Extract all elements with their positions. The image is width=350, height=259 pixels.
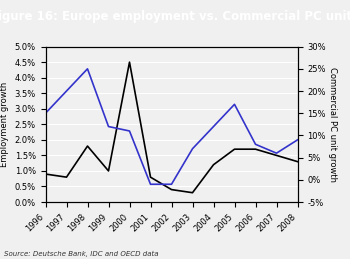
Employment xyxy=(253,148,258,151)
Commercial PC unit growth xyxy=(190,147,195,150)
Line: Commercial PC unit growth: Commercial PC unit growth xyxy=(46,69,298,184)
Employment xyxy=(127,61,132,64)
Text: Figure 16: Europe employment vs. Commercial PC units: Figure 16: Europe employment vs. Commerc… xyxy=(0,10,350,23)
Commercial PC unit growth xyxy=(64,89,69,92)
Commercial PC unit growth xyxy=(148,183,153,186)
Commercial PC unit growth xyxy=(274,152,279,155)
Commercial PC unit growth xyxy=(169,183,174,186)
Employment xyxy=(211,163,216,166)
Commercial PC unit growth xyxy=(106,125,111,128)
Line: Employment: Employment xyxy=(46,62,298,193)
Employment xyxy=(64,176,69,179)
Employment xyxy=(148,176,153,179)
Commercial PC unit growth xyxy=(211,125,216,128)
Commercial PC unit growth xyxy=(232,103,237,106)
Commercial PC unit growth xyxy=(127,130,132,133)
Commercial PC unit growth xyxy=(295,138,300,141)
Y-axis label: Commercial PC unit growth: Commercial PC unit growth xyxy=(328,67,337,182)
Employment xyxy=(169,188,174,191)
Employment xyxy=(274,154,279,157)
Employment xyxy=(106,169,111,172)
Employment xyxy=(190,191,195,194)
Employment xyxy=(85,145,90,148)
Commercial PC unit growth xyxy=(43,112,48,115)
Employment xyxy=(43,172,48,176)
Commercial PC unit growth xyxy=(85,67,90,70)
Y-axis label: Employment growth: Employment growth xyxy=(0,82,9,167)
Text: Source: Deutsche Bank, IDC and OECD data: Source: Deutsche Bank, IDC and OECD data xyxy=(4,251,158,257)
Employment xyxy=(232,148,237,151)
Employment xyxy=(295,160,300,163)
Commercial PC unit growth xyxy=(253,143,258,146)
